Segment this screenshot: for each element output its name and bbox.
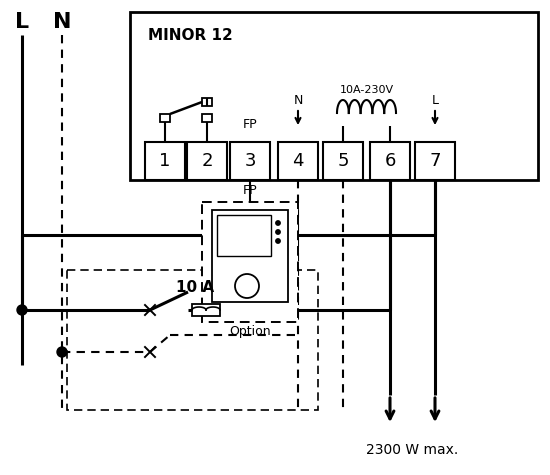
Bar (415, 142, 455, 180)
Bar (323, 142, 363, 180)
Text: Option: Option (229, 325, 271, 339)
Bar (130, 12, 538, 180)
Circle shape (276, 221, 280, 225)
Bar (212, 210, 288, 302)
Text: N: N (53, 12, 72, 32)
Bar (202, 98, 212, 106)
Text: 2: 2 (201, 152, 213, 170)
Circle shape (276, 230, 280, 234)
Bar (202, 202, 298, 322)
Bar (278, 142, 318, 180)
Bar (192, 304, 220, 316)
Bar (67, 270, 318, 410)
Text: L: L (432, 94, 438, 106)
Text: FP: FP (243, 183, 257, 197)
Bar (187, 142, 227, 180)
Circle shape (17, 305, 27, 315)
Bar (202, 114, 212, 122)
Circle shape (276, 239, 280, 243)
Text: 3: 3 (244, 152, 256, 170)
Text: N: N (293, 94, 303, 106)
Bar (230, 142, 270, 180)
Text: 1: 1 (160, 152, 170, 170)
Circle shape (57, 347, 67, 357)
Text: 6: 6 (384, 152, 395, 170)
Bar (160, 114, 170, 122)
Text: 10A-230V: 10A-230V (339, 85, 394, 95)
Bar (370, 142, 410, 180)
Text: 10 A: 10 A (176, 281, 214, 295)
Text: L: L (15, 12, 29, 32)
Text: 7: 7 (429, 152, 441, 170)
Text: 5: 5 (337, 152, 349, 170)
Text: 2300 W max.: 2300 W max. (366, 443, 459, 457)
Text: 4: 4 (292, 152, 304, 170)
Bar (217, 215, 271, 256)
Bar (145, 142, 185, 180)
Text: MINOR 12: MINOR 12 (148, 28, 233, 43)
Text: FP: FP (243, 117, 257, 131)
